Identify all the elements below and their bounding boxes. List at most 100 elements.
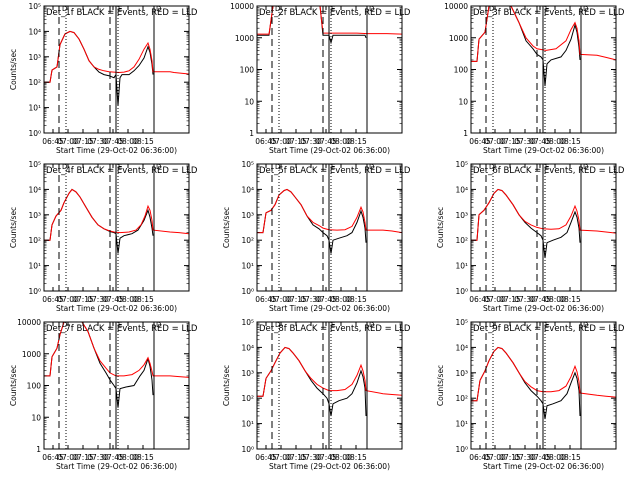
y-axis-label: Counts/sec: [436, 365, 445, 406]
y-tick-label: 10: [244, 97, 254, 106]
series-line-red: [44, 30, 190, 83]
x-tick-label: 06:45: [469, 295, 491, 304]
chart-title: Det_5f BLACK = Events, RED = LLD: [259, 166, 411, 176]
x-tick-label: 06:45: [42, 137, 64, 146]
x-tick-label: 07:45: [102, 295, 124, 304]
flag-label: E: [331, 321, 335, 329]
plot-frame: [256, 321, 403, 450]
y-tick-label: 10³: [455, 211, 468, 220]
y-axis-label: Counts/sec: [222, 207, 231, 248]
chart-title: Det_1f BLACK = Events, RED = LLD: [46, 8, 198, 18]
y-tick-label: 100: [454, 66, 469, 75]
series-line-red: [471, 188, 617, 241]
flag-label: E: [118, 163, 122, 171]
x-tick-label: 08:00: [117, 137, 139, 146]
x-tick-label: 08:15: [345, 453, 367, 462]
flag-label: D: [156, 163, 161, 171]
y-tick-label: 10³: [28, 211, 41, 220]
flag-label: D: [62, 321, 67, 329]
flag-label: D: [275, 321, 280, 329]
chart-title: Det_4f BLACK = Events, RED = LLD: [46, 166, 198, 176]
y-tick-label: 10³: [241, 211, 254, 220]
x-tick-label: 07:30: [514, 453, 536, 462]
x-tick-label: 07:45: [102, 453, 124, 462]
y-tick-label: 10³: [241, 369, 254, 378]
x-tick-label: 07:00: [484, 137, 506, 146]
series-line-red: [471, 5, 617, 62]
x-tick-label: 07:45: [315, 137, 337, 146]
x-tick-label: 08:15: [345, 295, 367, 304]
y-tick-label: 10⁰: [455, 287, 468, 296]
chart-title: Det_2f BLACK = Events, RED = LLD: [259, 8, 411, 18]
x-tick-label: 08:00: [544, 453, 566, 462]
y-tick-label: 10⁵: [241, 160, 254, 169]
x-tick-label: 07:45: [102, 137, 124, 146]
x-tick-label: 07:30: [87, 137, 109, 146]
y-tick-label: 10¹: [241, 262, 254, 271]
y-tick-label: 1000: [22, 350, 41, 359]
flag-label: D: [62, 5, 67, 13]
flag-label: E: [118, 321, 122, 329]
plot-frame: [43, 163, 190, 292]
series-line-red: [257, 346, 403, 397]
flag-label: E: [118, 5, 122, 13]
x-tick-label: 07:30: [514, 137, 536, 146]
y-tick-label: 1000: [449, 34, 468, 43]
x-tick-label: 07:15: [499, 137, 521, 146]
x-tick-label: 06:45: [469, 137, 491, 146]
plot-frame: [470, 321, 617, 450]
x-tick-label: 06:45: [469, 453, 491, 462]
y-tick-label: 10²: [241, 236, 254, 245]
x-tick-label: 07:00: [270, 453, 292, 462]
x-axis-label: Start Time (29-Oct-02 06:36:00): [483, 304, 604, 313]
x-tick-label: 07:15: [72, 295, 94, 304]
y-tick-label: 10⁴: [241, 185, 254, 194]
x-tick-label: 06:45: [255, 295, 277, 304]
flag-label: D: [369, 163, 374, 171]
y-axis-label: Counts/sec: [436, 207, 445, 248]
flag-label: D: [275, 5, 280, 13]
y-tick-label: 10⁰: [241, 445, 254, 454]
x-axis-label: Start Time (29-Oct-02 06:36:00): [269, 304, 390, 313]
x-tick-label: 07:30: [300, 295, 322, 304]
y-tick-label: 10⁰: [455, 445, 468, 454]
y-tick-label: 10⁰: [28, 129, 41, 138]
flag-label: D: [275, 163, 280, 171]
series-line-red: [471, 346, 617, 402]
flag-label: D: [369, 321, 374, 329]
x-tick-label: 07:45: [529, 453, 551, 462]
x-tick-label: 07:30: [87, 295, 109, 304]
x-tick-label: 07:00: [270, 295, 292, 304]
x-axis-label: Start Time (29-Oct-02 06:36:00): [56, 304, 177, 313]
y-tick-label: 100: [27, 382, 42, 391]
y-tick-label: 10²: [28, 78, 41, 87]
x-tick-label: 07:30: [300, 453, 322, 462]
x-tick-label: 08:00: [544, 295, 566, 304]
y-tick-label: 10¹: [28, 104, 41, 113]
x-tick-label: 08:00: [330, 137, 352, 146]
flag-label: D: [489, 163, 494, 171]
y-tick-label: 10000: [444, 2, 468, 11]
x-tick-label: 08:00: [544, 137, 566, 146]
x-tick-label: 07:45: [315, 295, 337, 304]
x-tick-label: 07:45: [315, 453, 337, 462]
y-tick-label: 10²: [28, 236, 41, 245]
y-tick-label: 10⁴: [28, 185, 41, 194]
x-tick-label: 08:15: [132, 453, 154, 462]
x-tick-label: 07:00: [270, 137, 292, 146]
flag-label: E: [545, 5, 549, 13]
x-tick-label: 07:00: [57, 295, 79, 304]
x-tick-label: 06:45: [42, 295, 64, 304]
series-line-black: [44, 188, 154, 254]
x-tick-label: 07:15: [285, 453, 307, 462]
x-tick-label: 08:15: [559, 453, 581, 462]
y-tick-label: 10²: [455, 236, 468, 245]
plot-frame: [43, 5, 190, 134]
flag-label: E: [545, 321, 549, 329]
flag-label: D: [489, 321, 494, 329]
